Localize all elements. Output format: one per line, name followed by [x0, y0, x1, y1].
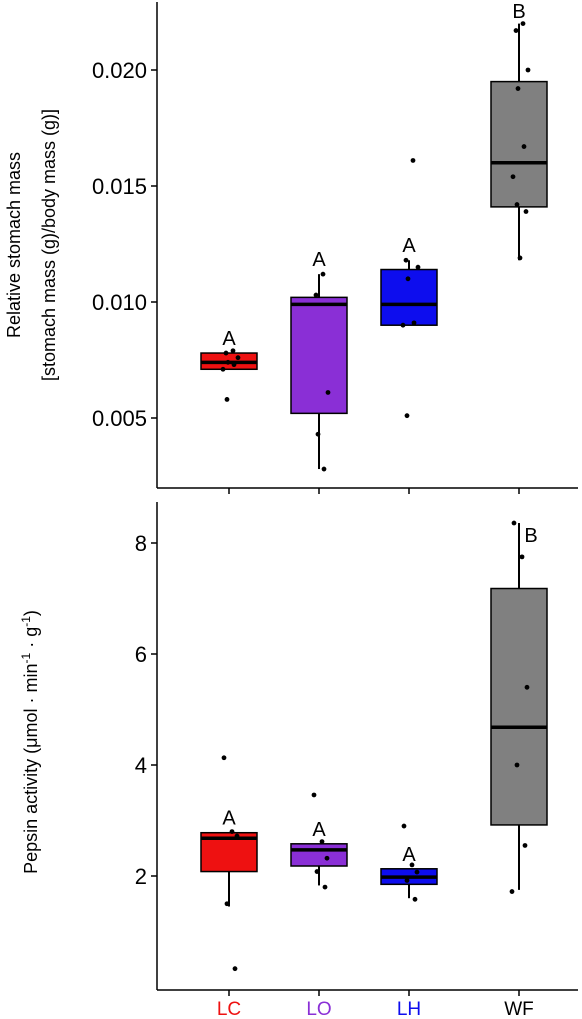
significance-label: A: [402, 844, 416, 866]
data-point: [514, 762, 520, 768]
data-point: [403, 257, 409, 263]
data-point: [523, 209, 529, 214]
pepsin-ylabel-sup1: -1: [19, 652, 33, 663]
y-tick-label: 0.020: [92, 58, 147, 83]
y-tick-label: 6: [135, 642, 147, 667]
stomach-mass-ylabel-line2: [stomach mass (g)/body mass (g)]: [39, 109, 59, 381]
data-point: [229, 829, 235, 834]
data-point: [220, 366, 226, 372]
data-point: [320, 271, 326, 277]
significance-label: A: [312, 819, 326, 841]
data-point: [410, 158, 416, 163]
x-axis-categories: LC LO LH WF: [217, 999, 534, 1019]
data-point: [409, 862, 415, 868]
y-tick-label: 0.010: [92, 290, 147, 315]
data-point: [519, 554, 525, 560]
data-point: [524, 684, 530, 690]
data-point: [404, 413, 410, 419]
data-point: [319, 839, 325, 844]
data-point: [314, 869, 320, 874]
data-point: [325, 390, 331, 395]
data-point: [322, 884, 328, 890]
significance-label: A: [222, 328, 236, 350]
data-point: [221, 755, 227, 761]
data-point: [324, 855, 330, 861]
x-category-label: LH: [397, 999, 421, 1019]
box-group-wf: B: [490, 1, 548, 261]
box-group-lh: A: [380, 823, 438, 902]
data-point: [521, 144, 527, 149]
data-point: [400, 322, 406, 328]
y-tick-label: 4: [135, 753, 147, 778]
stomach-mass-ylabel-line1: Relative stomach mass: [4, 152, 24, 338]
pepsin-ylabel: Pepsin activity (μmol · min-1 · g-1): [19, 610, 41, 874]
data-point: [520, 21, 526, 26]
box-group-lo: A: [290, 249, 348, 472]
data-point: [311, 792, 317, 798]
box: [490, 587, 548, 826]
data-point: [404, 878, 410, 883]
data-point: [525, 67, 531, 73]
box-group-lo: A: [290, 792, 348, 890]
data-point: [234, 833, 240, 839]
box-group-lc: A: [200, 755, 258, 972]
significance-label: A: [402, 235, 416, 257]
data-point: [509, 889, 515, 894]
y-tick-label: 0.005: [92, 406, 147, 431]
pepsin-ylabel-mid: · g: [21, 627, 41, 653]
stomach-mass-panel: Relative stomach mass [stomach mass (g)/…: [4, 1, 578, 494]
data-point: [232, 966, 238, 972]
significance-label: A: [222, 808, 236, 830]
pepsin-ylabel-sup2: -1: [19, 616, 33, 627]
y-tick-label: 0.015: [92, 174, 147, 199]
data-point: [411, 320, 417, 326]
data-point: [514, 202, 520, 207]
data-point: [415, 264, 421, 270]
data-point: [315, 431, 321, 437]
y-tick-label: 8: [135, 531, 147, 556]
data-point: [513, 28, 519, 33]
pepsin-ylabel-prefix: Pepsin activity (μmol · min: [21, 663, 41, 873]
pepsin-ylabel-suffix: ): [21, 610, 41, 616]
significance-label: A: [312, 249, 326, 271]
pepsin-activity-panel: Pepsin activity (μmol · min-1 · g-1) 246…: [19, 502, 578, 996]
box: [290, 843, 348, 867]
data-point: [510, 174, 516, 180]
x-category-label: LO: [306, 999, 331, 1019]
data-point: [313, 292, 319, 298]
box: [290, 296, 348, 415]
box-group-lh: A: [380, 158, 438, 419]
data-point: [515, 86, 521, 91]
data-point: [401, 823, 407, 829]
data-point: [224, 901, 230, 907]
data-point: [230, 348, 236, 354]
box-group-lc: A: [200, 328, 258, 402]
data-point: [235, 355, 241, 361]
box: [490, 80, 548, 208]
data-point: [224, 397, 230, 402]
data-point: [522, 843, 528, 848]
x-category-label: LC: [217, 999, 241, 1019]
data-point: [511, 520, 517, 526]
data-point: [225, 359, 231, 365]
data-point: [414, 869, 420, 875]
data-point: [223, 350, 229, 356]
significance-label: B: [512, 1, 525, 23]
data-point: [405, 276, 411, 282]
box-group-wf: B: [490, 520, 548, 894]
data-point: [412, 896, 418, 902]
significance-label: B: [524, 525, 537, 547]
data-point: [321, 466, 327, 472]
x-category-label: WF: [504, 999, 534, 1019]
data-point: [517, 255, 523, 261]
y-tick-label: 2: [135, 864, 147, 889]
data-point: [231, 362, 237, 368]
